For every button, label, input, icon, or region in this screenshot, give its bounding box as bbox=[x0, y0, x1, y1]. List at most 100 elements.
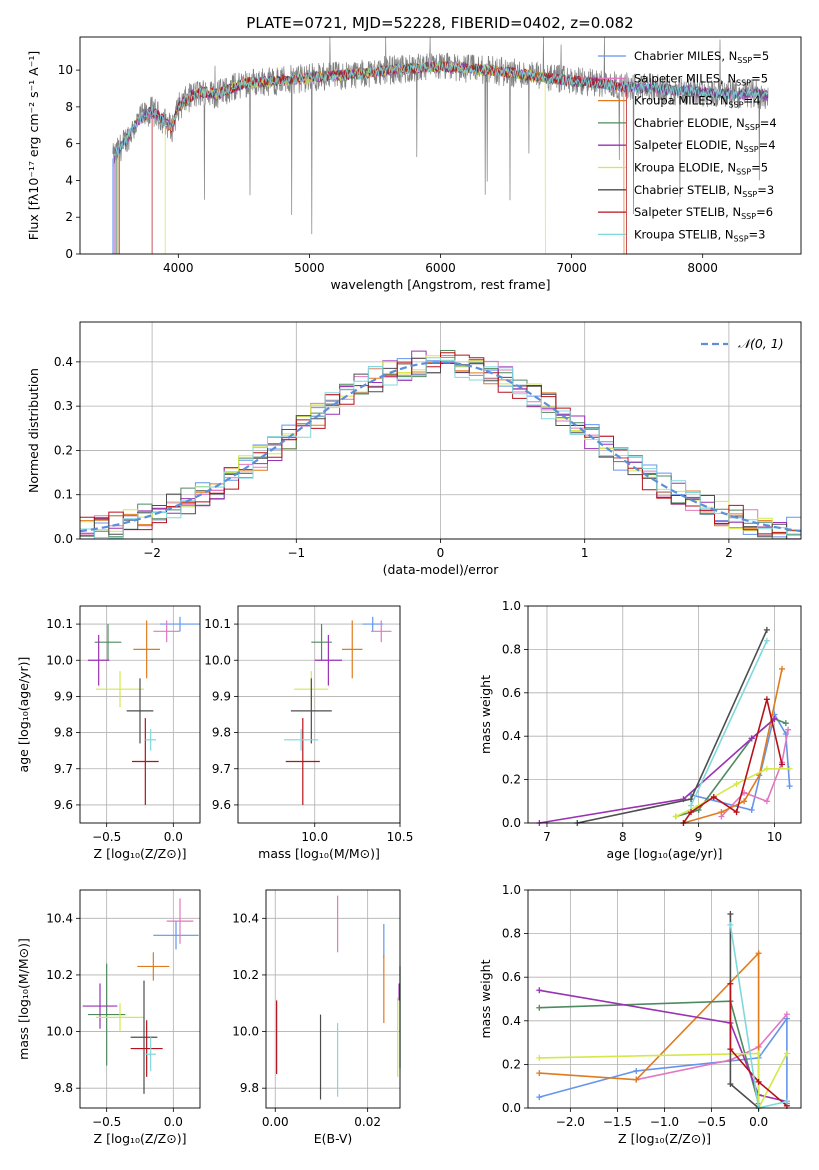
weight-line bbox=[539, 989, 788, 1103]
weight-line bbox=[729, 983, 788, 1107]
weight-marker bbox=[727, 921, 734, 928]
x-axis-label: Z [log₁₀(Z/Z⊙)] bbox=[618, 1131, 711, 1146]
weight-marker bbox=[718, 809, 725, 816]
weight-marker bbox=[688, 796, 695, 803]
x-axis-label: Z [log₁₀(Z/Z⊙)] bbox=[94, 1131, 187, 1146]
y-tick-label: 10.0 bbox=[232, 1025, 259, 1039]
y-tick-label: 10.2 bbox=[232, 968, 259, 982]
x-tick-label: −0.5 bbox=[697, 1115, 726, 1129]
legend-label: Salpeter MILES, NSSP=5 bbox=[634, 71, 768, 87]
weight-marker bbox=[536, 1094, 543, 1101]
y-axis-label: mass weight bbox=[478, 959, 493, 1038]
y-tick-label: 0.1 bbox=[54, 488, 73, 502]
legend-label: Chabrier ELODIE, NSSP=4 bbox=[634, 116, 777, 132]
x-tick-label: 4000 bbox=[163, 261, 194, 275]
y-tick-label: 9.8 bbox=[54, 1081, 73, 1095]
y-axis-label: mass [log₁₀(M/M⊙)] bbox=[16, 938, 31, 1060]
weight-marker bbox=[688, 802, 695, 809]
y-axis-label: mass weight bbox=[478, 675, 493, 754]
weight-marker bbox=[755, 950, 762, 957]
weight-marker bbox=[763, 696, 770, 703]
x-axis-label: E(B-V) bbox=[314, 1131, 353, 1146]
weight-marker bbox=[727, 1081, 734, 1088]
weight-line bbox=[539, 1016, 788, 1104]
axes-frame-2 bbox=[79, 605, 201, 824]
y-tick-label: 2 bbox=[65, 210, 73, 224]
weight-marker bbox=[672, 813, 679, 820]
weight-marker bbox=[536, 1054, 543, 1061]
weight-marker bbox=[633, 1067, 640, 1074]
y-axis-label: Normed distribution bbox=[26, 368, 41, 493]
data-layer bbox=[79, 36, 802, 1111]
y-tick-label: 0.6 bbox=[502, 686, 521, 700]
weight-marker bbox=[771, 715, 778, 722]
weight-marker bbox=[741, 798, 748, 805]
weight-marker bbox=[786, 765, 793, 772]
residual-histogram-6 bbox=[80, 357, 801, 540]
weight-marker bbox=[536, 1004, 543, 1011]
x-tick-label: 10.0 bbox=[301, 830, 328, 844]
legend-label: Kroupa STELIB, NSSP=3 bbox=[634, 227, 765, 243]
weight-line bbox=[577, 629, 768, 824]
y-tick-label: 1.0 bbox=[502, 883, 521, 897]
weight-marker bbox=[727, 1046, 734, 1053]
weight-marker bbox=[782, 720, 789, 727]
model-spectrum-5 bbox=[164, 60, 546, 255]
legend-label: Chabrier STELIB, NSSP=3 bbox=[634, 183, 774, 199]
weight-marker bbox=[727, 980, 734, 987]
weight-marker bbox=[688, 809, 695, 816]
y-tick-label: 10.0 bbox=[46, 1025, 73, 1039]
x-tick-label: −1.0 bbox=[650, 1115, 679, 1129]
y-tick-label: 0.2 bbox=[502, 1057, 521, 1071]
x-tick-label: 9 bbox=[695, 830, 703, 844]
y-tick-label: 10 bbox=[58, 63, 73, 77]
y-tick-label: 10.4 bbox=[46, 911, 73, 925]
y-tick-label: 0.0 bbox=[502, 816, 521, 830]
x-tick-label: −1 bbox=[287, 546, 305, 560]
x-tick-label: −1.5 bbox=[603, 1115, 632, 1129]
weight-marker bbox=[783, 1098, 790, 1105]
y-tick-label: 10.0 bbox=[46, 653, 73, 667]
legend-label: Chabrier MILES, NSSP=5 bbox=[634, 49, 769, 65]
y-tick-label: 9.9 bbox=[212, 689, 231, 703]
x-tick-label: 0.0 bbox=[749, 1115, 768, 1129]
y-axis-label: age [log₁₀(age/yr)] bbox=[16, 657, 31, 773]
y-tick-label: 0.3 bbox=[54, 399, 73, 413]
legend-label: Salpeter ELODIE, NSSP=4 bbox=[634, 138, 776, 154]
axes-frame-4 bbox=[527, 605, 802, 824]
weight-marker bbox=[748, 806, 755, 813]
weight-marker bbox=[536, 987, 543, 994]
weight-marker bbox=[710, 793, 717, 800]
weight-line bbox=[690, 640, 768, 806]
y-tick-label: 9.8 bbox=[212, 726, 231, 740]
x-tick-label: 8 bbox=[619, 830, 627, 844]
legend-label: Salpeter STELIB, NSSP=6 bbox=[634, 205, 773, 221]
y-tick-label: 0.6 bbox=[502, 970, 521, 984]
weight-marker bbox=[783, 1011, 790, 1018]
x-tick-label: 10.5 bbox=[387, 830, 414, 844]
x-tick-label: 0.02 bbox=[354, 1115, 381, 1129]
y-tick-label: 0.4 bbox=[54, 355, 73, 369]
y-tick-label: 0.8 bbox=[502, 642, 521, 656]
weight-marker bbox=[786, 783, 793, 790]
y-tick-label: 10.0 bbox=[204, 653, 231, 667]
x-tick-label: 0.0 bbox=[164, 1115, 183, 1129]
weight-marker bbox=[755, 1078, 762, 1085]
weight-line bbox=[682, 699, 783, 824]
weight-marker bbox=[779, 665, 786, 672]
y-tick-label: 9.8 bbox=[54, 726, 73, 740]
axes-frame-3 bbox=[237, 605, 401, 824]
x-tick-label: −2 bbox=[143, 546, 161, 560]
weight-marker bbox=[763, 637, 770, 644]
x-tick-label: 0.0 bbox=[164, 830, 183, 844]
axes-frame-6 bbox=[265, 889, 401, 1109]
y-tick-label: 9.9 bbox=[54, 689, 73, 703]
weight-marker bbox=[733, 780, 740, 787]
y-tick-label: 0.4 bbox=[502, 729, 521, 743]
weight-marker bbox=[536, 1070, 543, 1077]
y-tick-label: 0.4 bbox=[502, 1014, 521, 1028]
x-tick-label: 1 bbox=[581, 546, 589, 560]
text-layer: PLATE=0721, MJD=52228, FIBERID=0402, z=0… bbox=[16, 14, 784, 1146]
y-tick-label: 9.6 bbox=[212, 798, 231, 812]
